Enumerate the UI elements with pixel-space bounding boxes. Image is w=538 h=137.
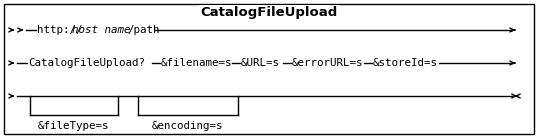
Text: &storeId=s: &storeId=s — [373, 58, 438, 68]
Text: &filename=s: &filename=s — [161, 58, 232, 68]
Text: host name: host name — [72, 25, 131, 35]
Text: &errorURL=s: &errorURL=s — [292, 58, 364, 68]
Text: &fileType=s: &fileType=s — [38, 121, 110, 131]
Text: &URL=s: &URL=s — [241, 58, 280, 68]
Text: /path: /path — [127, 25, 159, 35]
Text: &encoding=s: &encoding=s — [152, 121, 224, 131]
Text: CatalogFileUpload?: CatalogFileUpload? — [28, 58, 145, 68]
Text: CatalogFileUpload: CatalogFileUpload — [200, 6, 338, 19]
Text: http://: http:// — [37, 25, 82, 35]
